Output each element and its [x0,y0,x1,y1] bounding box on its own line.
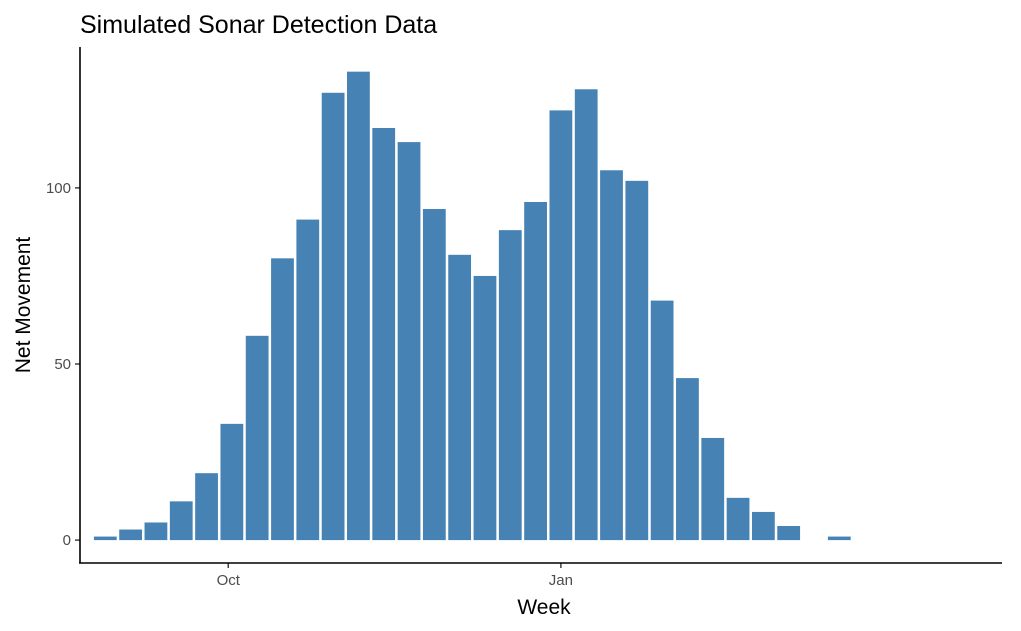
bar [676,378,699,541]
bar [144,522,168,541]
bar [600,170,623,541]
x-tick-label: Oct [217,572,241,589]
bar [119,529,143,541]
bar [473,275,497,541]
x-tick-label: Jan [549,572,573,589]
bar [372,128,396,541]
bar [93,536,117,541]
chart-title: Simulated Sonar Detection Data [80,11,437,39]
y-axis: 0 50 100 [46,180,80,549]
bar [220,423,244,541]
bar [422,209,446,541]
bar [524,201,547,541]
bar [448,254,472,541]
y-tick-label: 0 [63,532,71,549]
bar [574,89,598,541]
bar [625,180,649,541]
x-axis: Oct Jan [217,563,573,589]
bar [271,258,294,541]
bar [726,497,750,541]
bar [347,71,370,541]
bar [195,473,218,541]
bar [777,526,801,541]
bar [245,335,269,541]
bar [751,511,775,541]
y-tick-label: 50 [54,356,71,373]
bar [321,92,345,541]
bar [650,300,674,541]
bar [549,110,573,541]
bar [296,219,320,541]
bars [93,71,851,541]
bar [169,501,193,541]
y-tick-label: 100 [46,180,71,197]
bar [701,437,725,541]
x-axis-title: Week [517,596,571,619]
bar [397,142,421,541]
bar [827,536,851,541]
bar [498,230,522,541]
y-axis-title: Net Movement [12,237,35,374]
